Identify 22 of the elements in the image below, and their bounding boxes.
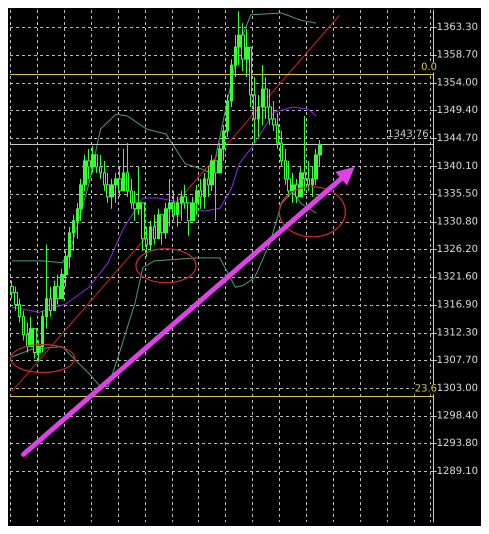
- y-tick-label: 1344.70: [436, 133, 478, 144]
- y-tick-label: 1312.30: [436, 327, 478, 338]
- y-tick-label: 1335.50: [436, 188, 478, 200]
- y-tick-label: 1326.20: [436, 244, 478, 256]
- y-tick-label: 1363.30: [436, 22, 478, 33]
- y-tick-label: 1330.80: [436, 216, 478, 228]
- y-tick-label: 1354.00: [436, 78, 478, 89]
- line-series: [11, 190, 317, 388]
- line-series: [11, 106, 317, 313]
- y-tick-label: 1298.40: [436, 410, 478, 422]
- y-tick-label: 1303.00: [436, 382, 478, 394]
- ref-line-label: 1343.76: [387, 128, 429, 140]
- y-tick-label: 1358.70: [436, 49, 478, 60]
- y-tick-label: 1349.40: [436, 105, 478, 116]
- y-tick-label: 1321.60: [436, 272, 478, 283]
- annotation: 0.0: [421, 62, 437, 74]
- y-tick-label: 1289.10: [436, 466, 478, 478]
- y-tick-label: 1307.70: [436, 354, 478, 366]
- y-tick-label: 1293.80: [436, 438, 478, 450]
- y-tick-label: 1340.10: [436, 160, 478, 172]
- annotation: 23.6: [414, 384, 437, 395]
- y-tick-label: 1316.90: [436, 300, 478, 311]
